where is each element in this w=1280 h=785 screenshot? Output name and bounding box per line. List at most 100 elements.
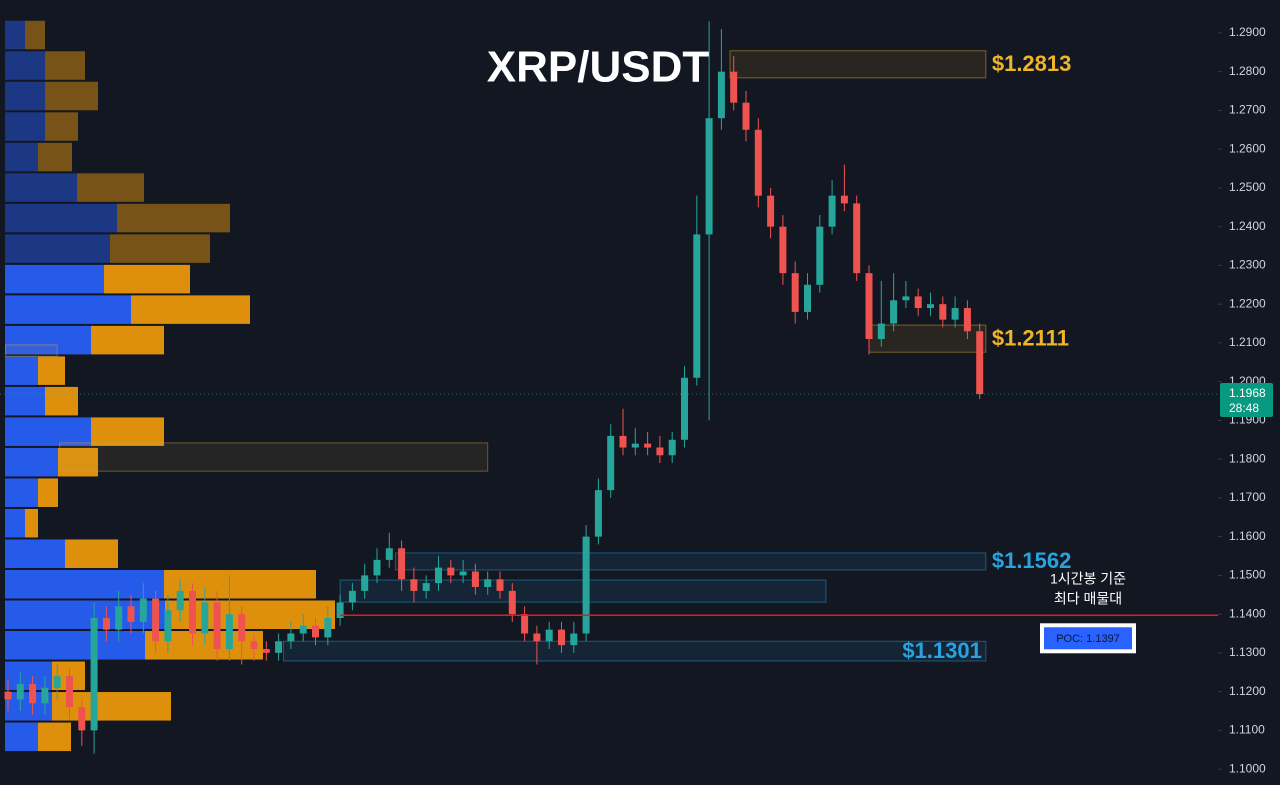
profile-sell [38, 142, 72, 172]
candle-body [41, 687, 49, 704]
profile-sell [25, 20, 45, 50]
candle-body [287, 633, 295, 642]
candle-body [225, 614, 233, 650]
zone [283, 640, 987, 662]
candle-body [299, 625, 307, 634]
candle-body [459, 571, 467, 576]
candle-body [890, 300, 898, 324]
zone [729, 50, 987, 79]
zone [394, 552, 987, 571]
candle-body [238, 614, 246, 642]
chart-title: XRP/USDT [487, 43, 710, 92]
candle-body [139, 598, 147, 622]
profile-sell [58, 447, 98, 477]
candle-body [152, 598, 160, 642]
profile-buy [5, 569, 164, 599]
profile-sell [45, 386, 78, 416]
poc-note: 1시간봉 기준 [1050, 571, 1126, 587]
profile-buy [5, 631, 145, 660]
candle-body [816, 226, 824, 285]
candle-body [90, 618, 98, 731]
price-tag-countdown: 28:48 [1229, 401, 1259, 415]
candle-body [336, 602, 344, 619]
profile-buy [5, 264, 104, 294]
candle-body [767, 195, 775, 227]
candle-body [804, 284, 811, 312]
zones: $1.2813 $1.2111 $1.1562 $1.1301 [5, 50, 1072, 663]
y-tick-label: 1.2800 [1229, 64, 1266, 78]
candle-body [385, 548, 393, 560]
profile-sell [110, 234, 210, 263]
profile-buy [5, 417, 91, 446]
candles [4, 21, 984, 754]
candle-body [373, 559, 381, 576]
candle-body [754, 129, 762, 196]
y-tick-label: 1.2200 [1229, 296, 1266, 310]
candle-body [508, 590, 516, 615]
candle-body [742, 102, 750, 130]
candle-body [607, 435, 615, 491]
zone-label: $1.1562 [992, 548, 1072, 573]
candle-body [656, 447, 664, 456]
candle-body [681, 377, 688, 440]
profile-buy [5, 722, 38, 752]
candle-body [853, 203, 861, 274]
price-tag [1220, 383, 1273, 418]
poc-note: 최다 매물대 [1054, 591, 1122, 607]
candle-body [78, 707, 86, 731]
candle-body [250, 641, 258, 650]
profile-buy [5, 325, 91, 355]
profile-sell [45, 81, 98, 111]
profile-buy [5, 173, 77, 202]
candle-body [102, 618, 110, 630]
y-tick-label: 1.1700 [1229, 490, 1266, 504]
candle-body [201, 602, 209, 634]
candle-body [496, 579, 504, 591]
candle-body [877, 323, 885, 340]
profile-sell [45, 112, 78, 141]
candle-body [410, 579, 418, 591]
candle-body [361, 575, 369, 591]
profile-buy [5, 81, 45, 111]
candle-body [66, 676, 73, 708]
candle-body [53, 676, 61, 688]
profile-sell [91, 325, 164, 355]
candle-body [398, 548, 406, 580]
profile-buy [5, 295, 131, 324]
y-tick-label: 1.2500 [1229, 180, 1266, 194]
y-tick-label: 1.2100 [1229, 335, 1266, 349]
y-tick-label: 1.1200 [1229, 684, 1266, 698]
profile-sell [77, 173, 144, 202]
candle-body [521, 614, 529, 634]
profile-sell [38, 478, 58, 507]
profile-buy [5, 386, 45, 416]
profile-sell [131, 295, 250, 324]
profile-buy [5, 539, 65, 568]
candle-body [189, 590, 196, 634]
zone-label: $1.1301 [902, 638, 982, 663]
y-tick-label: 1.1300 [1229, 645, 1266, 659]
profile-sell [145, 631, 263, 660]
profile-sell [45, 51, 85, 80]
candle-body [16, 683, 24, 700]
candle-body [324, 618, 332, 638]
candle-body [164, 610, 172, 642]
profile-sell [38, 356, 65, 385]
poc-box-inner [1044, 627, 1132, 650]
candle-body [951, 308, 959, 320]
profile-buy [5, 600, 165, 630]
profile-buy [5, 142, 38, 172]
candle-body [115, 606, 123, 630]
candle-body [275, 641, 283, 653]
candle-body [29, 683, 37, 704]
profile-sell [164, 569, 316, 599]
candle-body [668, 439, 676, 456]
zone [59, 442, 489, 472]
zone-label: $1.2111 [992, 325, 1069, 350]
candle-body [963, 308, 971, 332]
price-axis: 1.2900 1.2800 1.2700 1.2600 1.2500 1.2400 1.23… [1218, 25, 1266, 775]
candle-body [779, 226, 787, 274]
candle-body [644, 443, 652, 448]
